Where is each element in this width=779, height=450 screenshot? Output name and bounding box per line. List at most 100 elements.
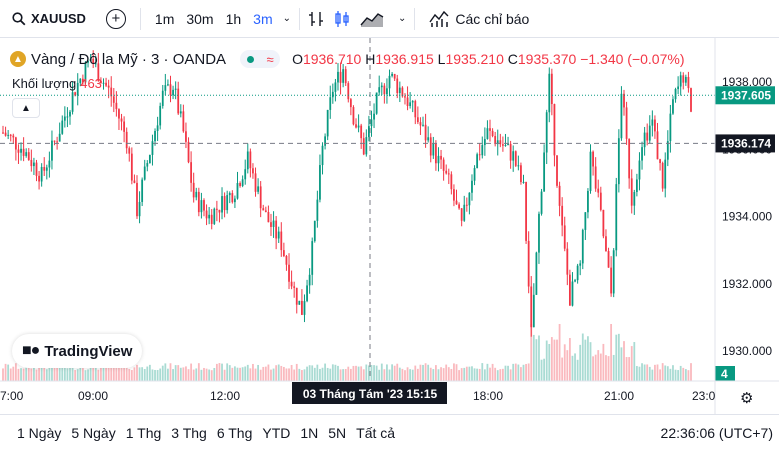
chevron-down-icon[interactable]: ⌄: [398, 13, 407, 24]
volume-bar: [182, 367, 185, 381]
range-3m[interactable]: 3 Thg: [171, 424, 207, 441]
candle-body: [262, 208, 265, 211]
candle-body: [478, 154, 481, 156]
candle-body: [324, 136, 326, 146]
compare-plus-icon[interactable]: +: [105, 8, 126, 29]
clock-timezone[interactable]: 22:36:06 (UTC+7): [660, 424, 773, 441]
range-all[interactable]: Tất cả: [356, 424, 396, 441]
candle-body: [543, 152, 546, 192]
range-5y[interactable]: 5N: [328, 424, 347, 441]
candle-body: [646, 132, 649, 141]
interval-1m[interactable]: 1m: [154, 10, 175, 27]
candle-body: [638, 160, 641, 180]
candle-body: [228, 193, 231, 196]
volume-bar: [501, 368, 504, 381]
volume-bar: [628, 357, 631, 381]
volume-bar: [174, 365, 177, 381]
volume-bar: [419, 364, 422, 381]
candle-body: [133, 180, 136, 183]
volume-bar: [545, 340, 548, 381]
price-chart[interactable]: 1938.0001936.0001934.0001932.0001930.000…: [0, 38, 779, 414]
volume-bar: [561, 357, 564, 381]
volume-bar: [635, 366, 638, 381]
candle-body: [210, 214, 213, 224]
volume-bar: [434, 365, 437, 381]
tradingview-watermark[interactable]: ■● TradingView: [12, 334, 143, 368]
area-chart-icon[interactable]: [360, 10, 384, 28]
volume-bar: [344, 369, 347, 381]
volume-bar: [331, 364, 334, 381]
candle-body: [337, 71, 339, 83]
range-1d[interactable]: 1 Ngày: [17, 424, 62, 441]
volume-bar: [496, 370, 499, 381]
volume-bar: [264, 366, 267, 381]
volume-bar: [357, 366, 360, 381]
volume-bar: [285, 368, 288, 381]
volume-bar: [463, 367, 466, 381]
interval-1h[interactable]: 1h: [225, 10, 242, 27]
candle-chart-icon[interactable]: [334, 10, 350, 28]
candle-body: [391, 73, 393, 76]
chevron-down-icon[interactable]: ⌄: [282, 13, 292, 24]
gear-icon[interactable]: ⚙: [740, 390, 754, 407]
candle-body: [38, 175, 40, 182]
volume-bar: [494, 367, 497, 381]
candle-body: [313, 220, 316, 242]
divider: [414, 7, 416, 30]
candle-body: [347, 83, 350, 100]
volume-bar: [669, 368, 672, 381]
candle-body: [623, 93, 625, 108]
volume-bar: [195, 368, 198, 381]
candle-body: [599, 192, 602, 210]
candle-body: [419, 122, 422, 126]
volume-bar: [641, 363, 643, 381]
volume-bar: [154, 369, 156, 381]
candle-body: [4, 132, 7, 136]
volume-bar: [164, 363, 167, 381]
crosshair-price-label: 1936.174: [721, 136, 771, 150]
volume-bar: [308, 365, 311, 381]
candle-body: [509, 143, 512, 161]
volume-bar: [192, 369, 195, 381]
volume-bar: [605, 355, 607, 381]
crosshair-time-badge: [292, 382, 447, 404]
candle-body: [486, 128, 489, 139]
volume-bar: [187, 369, 190, 381]
candle-body: [558, 185, 561, 206]
divider: [139, 7, 141, 30]
candle-body: [661, 163, 664, 189]
range-1y[interactable]: 1N: [300, 424, 319, 441]
crosshair-time-label: 03 Tháng Tám '23 15:15: [303, 387, 438, 401]
range-1m[interactable]: 1 Thg: [125, 424, 162, 441]
candle-body: [270, 222, 272, 227]
range-5d[interactable]: 5 Ngày: [71, 424, 116, 441]
candle-body: [342, 69, 345, 83]
wave-icon: ≈: [266, 51, 274, 67]
interval-3m[interactable]: 3m: [253, 10, 273, 27]
symbol-label: XAUUSD: [31, 11, 86, 26]
candle-body: [293, 286, 296, 288]
range-6m[interactable]: 6 Thg: [216, 424, 253, 441]
range-ytd[interactable]: YTD: [262, 424, 291, 441]
volume-bar: [61, 363, 64, 381]
volume-bar: [339, 369, 342, 381]
volume-bar: [548, 343, 551, 381]
market-status-pill[interactable]: ≈: [240, 50, 281, 68]
collapse-legend-button[interactable]: ▲: [12, 98, 40, 118]
volume-bar: [76, 369, 79, 381]
candle-body: [445, 170, 448, 174]
volume-bar: [481, 363, 484, 381]
candle-body: [195, 191, 198, 198]
symbol-search[interactable]: XAUUSD: [12, 0, 86, 38]
candle-body: [277, 231, 280, 239]
bar-chart-icon[interactable]: [308, 10, 324, 28]
candle-body: [71, 92, 74, 112]
high-value: 1936.915: [375, 51, 434, 67]
volume-bar: [177, 365, 180, 381]
interval-30m[interactable]: 30m: [186, 10, 214, 27]
candle-body: [172, 89, 174, 96]
candle-body: [349, 99, 352, 108]
volume-bar: [290, 364, 293, 381]
indicators-button[interactable]: Các chỉ báo: [429, 10, 529, 28]
volume-bar: [35, 369, 38, 381]
